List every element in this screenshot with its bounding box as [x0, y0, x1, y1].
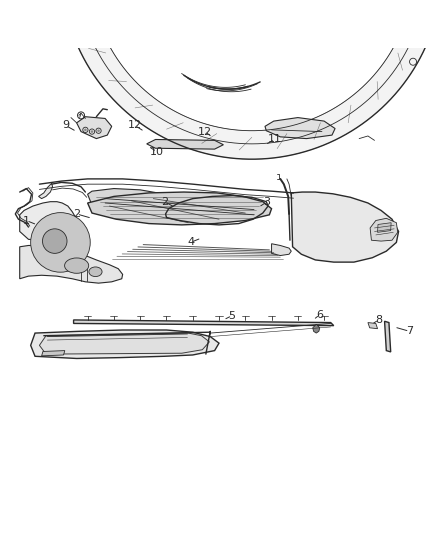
Polygon shape [368, 322, 378, 329]
Ellipse shape [89, 267, 102, 277]
Polygon shape [77, 117, 112, 139]
Polygon shape [313, 324, 320, 333]
Polygon shape [291, 192, 399, 262]
Circle shape [31, 213, 90, 272]
Text: 7: 7 [406, 326, 413, 336]
Polygon shape [20, 201, 77, 240]
Text: 3: 3 [264, 197, 271, 207]
Text: 2: 2 [161, 197, 168, 207]
Text: 12: 12 [128, 120, 142, 131]
Circle shape [42, 229, 67, 253]
Text: 8: 8 [375, 315, 382, 325]
Polygon shape [39, 333, 209, 354]
Polygon shape [31, 330, 219, 359]
Text: 11: 11 [268, 134, 282, 144]
Polygon shape [88, 189, 166, 209]
Polygon shape [74, 320, 334, 326]
Text: 10: 10 [150, 147, 164, 157]
Polygon shape [61, 0, 438, 159]
Ellipse shape [64, 258, 88, 273]
Polygon shape [20, 246, 123, 283]
Text: 9: 9 [62, 120, 69, 131]
Polygon shape [42, 351, 65, 356]
Text: 5: 5 [229, 311, 236, 320]
Text: 1: 1 [23, 215, 30, 225]
Text: 12: 12 [198, 127, 212, 136]
Text: 6: 6 [316, 310, 323, 320]
Circle shape [84, 128, 87, 131]
Polygon shape [88, 192, 272, 225]
Text: 4: 4 [187, 237, 194, 247]
Polygon shape [272, 244, 291, 255]
Circle shape [91, 130, 93, 133]
Text: 2: 2 [73, 209, 80, 219]
Polygon shape [385, 321, 391, 352]
Polygon shape [370, 219, 398, 241]
Polygon shape [378, 223, 391, 232]
Circle shape [97, 130, 100, 132]
Polygon shape [265, 118, 335, 139]
Polygon shape [39, 183, 53, 199]
Polygon shape [147, 140, 223, 149]
